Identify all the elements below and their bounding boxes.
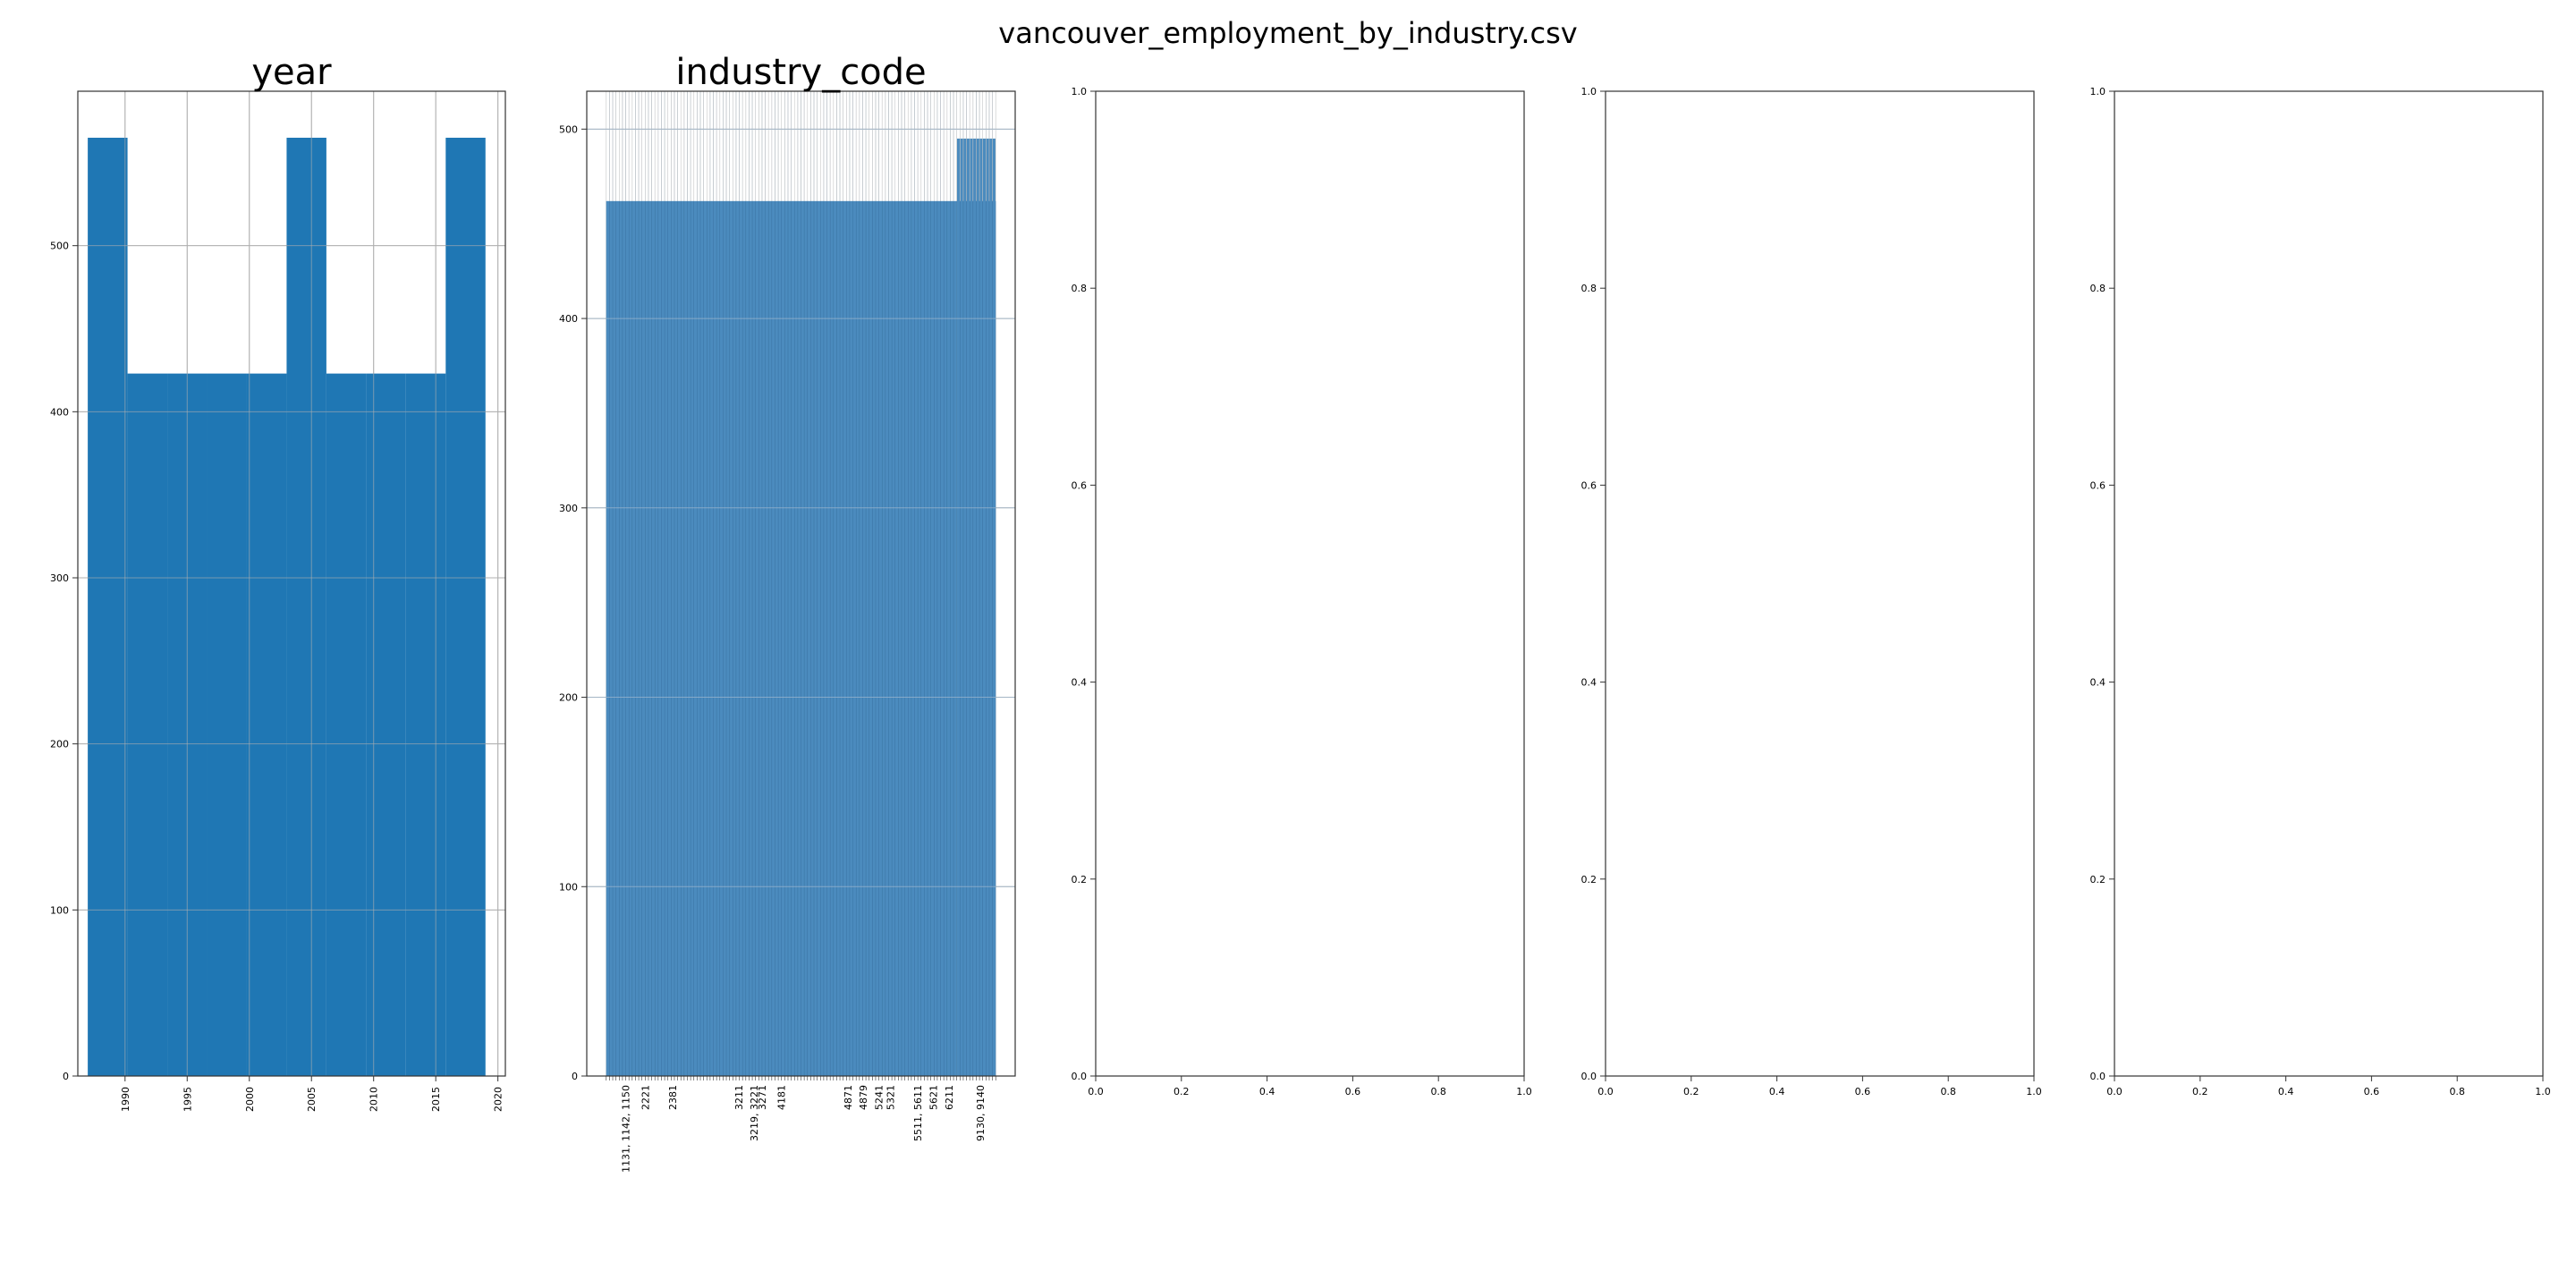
subplot-4: 0.0 0.2 0.4 0.6 0.8 1.0 0.0 0.2 0.4 0.6 0.8 1.0: [1581, 86, 2042, 1097]
x-tick-label: 0.4: [1259, 1086, 1275, 1097]
y-tick-label: 100: [559, 881, 578, 893]
x-tick-label: 1995: [182, 1087, 193, 1112]
y-tick-label: 300: [559, 503, 578, 514]
x-tick-label: 3211: [733, 1085, 745, 1110]
y-tick-label: 0.8: [2090, 283, 2106, 294]
x-tick-label: 4871: [843, 1085, 854, 1110]
y-tick-label: 0.4: [2090, 677, 2106, 689]
x-tick-label: 0.2: [1174, 1086, 1190, 1097]
x-tick-label: 1.0: [2026, 1086, 2042, 1097]
x-tick-label: 3219, 3221: [749, 1085, 760, 1141]
histogram-bar: [246, 373, 287, 1076]
y-tick-label: 0.4: [1072, 677, 1088, 689]
subplot-3: 0.0 0.2 0.4 0.6 0.8 1.0 0.0 0.2 0.4 0.6 0.8 1.0: [1072, 86, 1532, 1097]
x-tick-label: 0.4: [1769, 1086, 1785, 1097]
y-tick-label: 0.2: [2090, 874, 2106, 886]
y-tick-label: 0.2: [1581, 874, 1597, 886]
y-tick-label: 1.0: [2090, 86, 2106, 97]
y-tick-label: 400: [50, 406, 69, 418]
x-tick-label: 0.0: [2106, 1086, 2123, 1097]
x-tick-label: 2020: [493, 1087, 504, 1112]
x-tick-label: 2381: [667, 1085, 679, 1110]
x-tick-label: 0.8: [1430, 1086, 1446, 1097]
x-tick-label: 2000: [244, 1087, 256, 1112]
y-tick-label: 400: [559, 313, 578, 325]
x-tick-label: 5321: [886, 1085, 897, 1110]
axes-frame: [1605, 90, 2035, 1077]
histogram-bar: [366, 373, 406, 1076]
x-tick-label: 5511, 5611: [912, 1085, 924, 1141]
histogram-bar: [127, 373, 168, 1076]
y-tick-label: 500: [559, 123, 578, 135]
histogram-bar: [445, 137, 486, 1076]
y-tick-label: 0.6: [1072, 479, 1088, 491]
x-tick-label: 0.4: [2278, 1086, 2294, 1097]
y-tick-label: 0.4: [1581, 677, 1597, 689]
x-tick-label: 0.8: [2449, 1086, 2465, 1097]
x-tick-label: 0.0: [1597, 1086, 1614, 1097]
x-tick-label: 6211: [944, 1085, 955, 1110]
x-tick-label: 0.6: [1855, 1086, 1871, 1097]
axes-frame: [2114, 90, 2544, 1077]
y-tick-label: 500: [50, 241, 69, 252]
subplot-5: 0.0 0.2 0.4 0.6 0.8 1.0 0.0 0.2 0.4 0.6 0.8 1.0: [2090, 86, 2551, 1097]
x-tick-label: 1990: [120, 1087, 131, 1112]
y-tick-label: 0.6: [2090, 479, 2106, 491]
x-tick-label: 0.0: [1088, 1086, 1104, 1097]
x-tick-label: 2015: [430, 1087, 442, 1112]
subplot-1: year 0 100 200 300 400 500 1990 1995 2000 2005 2010…: [50, 52, 506, 1112]
axes-frame: [1095, 90, 1525, 1077]
x-tick-label: 2010: [369, 1087, 380, 1112]
figure-title: vancouver_employment_by_industry.csv: [998, 16, 1578, 50]
y-tick-label: 0.6: [1581, 479, 1597, 491]
y-tick-label: 0.2: [1072, 874, 1088, 886]
x-tick-label: 1131, 1142, 1150: [621, 1085, 632, 1173]
x-tick-label: 2221: [640, 1085, 651, 1110]
y-tick-label: 200: [559, 692, 578, 704]
histogram-bar: [88, 137, 128, 1076]
x-tick-label: 0.8: [1940, 1086, 1956, 1097]
histogram-bar: [326, 373, 367, 1076]
subplot-title: year: [251, 52, 332, 93]
x-tick-label: 2005: [306, 1087, 318, 1112]
y-tick-label: 0: [572, 1071, 578, 1082]
y-tick-label: 300: [50, 572, 69, 584]
y-tick-label: 0.0: [2090, 1071, 2106, 1082]
y-tick-label: 0.8: [1581, 283, 1597, 294]
y-tick-label: 1.0: [1581, 86, 1597, 97]
x-tick-label: 5241: [874, 1085, 886, 1110]
x-tick-label: 0.2: [2192, 1086, 2208, 1097]
x-tick-label: 4879: [858, 1085, 869, 1110]
x-tick-label: 1.0: [1516, 1086, 1532, 1097]
y-tick-label: 0: [63, 1071, 69, 1082]
x-tick-label: 5621: [928, 1085, 940, 1110]
subplot-title: industry_code: [675, 52, 926, 93]
x-tick-label: 0.2: [1683, 1086, 1699, 1097]
y-tick-label: 200: [50, 739, 69, 750]
y-tick-label: 0.8: [1072, 283, 1088, 294]
x-tick-label: 9130, 9140: [975, 1085, 987, 1141]
y-tick-label: 100: [50, 904, 69, 916]
histogram-bar: [207, 373, 247, 1076]
x-tick-label: 0.6: [2364, 1086, 2380, 1097]
histogram-bar: [405, 373, 446, 1076]
y-tick-label: 1.0: [1072, 86, 1088, 97]
x-tick-label: 0.6: [1345, 1086, 1361, 1097]
x-tick-label: 4181: [776, 1085, 788, 1110]
axes-frame: [77, 90, 506, 1077]
x-tick-label: 3271: [757, 1085, 768, 1110]
y-tick-label: 0.0: [1072, 1071, 1088, 1082]
histogram-bar: [286, 137, 326, 1076]
x-tick-label: 1.0: [2535, 1086, 2551, 1097]
subplot-2: industry_code 0 100 200 300 400 500 1131, 1142,…: [559, 52, 1016, 1173]
y-tick-label: 0.0: [1581, 1071, 1597, 1082]
